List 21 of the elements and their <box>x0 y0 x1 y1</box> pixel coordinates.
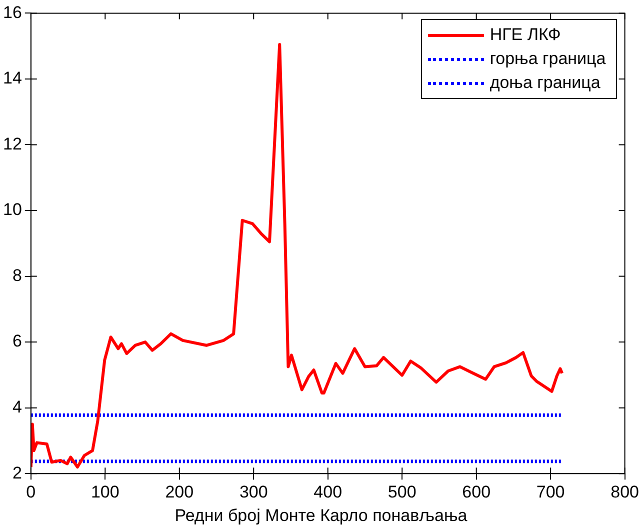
y-tick-label: 10 <box>2 200 22 220</box>
x-tick-label: 400 <box>314 482 342 502</box>
legend-label: горња граница <box>490 49 606 70</box>
y-tick-label: 8 <box>12 266 22 285</box>
y-tick-label: 4 <box>12 398 22 417</box>
x-tick-label: 100 <box>90 482 120 502</box>
legend-label: доња граница <box>490 73 600 94</box>
x-tick-label: 600 <box>462 482 491 502</box>
x-tick-label: 300 <box>239 482 268 502</box>
y-tick-label: 16 <box>2 2 22 22</box>
x-tick-label: 500 <box>388 482 416 502</box>
y-tick-label: 14 <box>2 68 22 88</box>
legend-label: НГЕ ЛКФ <box>490 25 561 46</box>
x-tick-label: 800 <box>610 482 640 502</box>
x-tick-label: 700 <box>536 482 565 502</box>
y-tick-label: 12 <box>2 134 22 154</box>
y-tick-label: 2 <box>12 463 22 482</box>
x-axis-title: Редни број Монте Карло понављања <box>174 506 468 526</box>
y-tick-label: 6 <box>12 332 22 351</box>
x-tick-label: 200 <box>165 482 194 502</box>
x-tick-label: 0 <box>26 482 36 502</box>
